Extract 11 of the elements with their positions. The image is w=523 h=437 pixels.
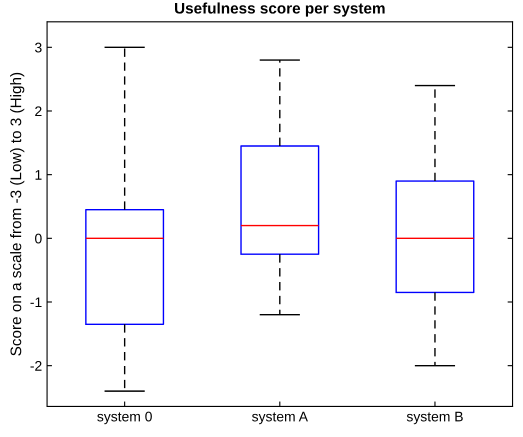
y-axis-title: Score on a scale from -3 (Low) to 3 (High) <box>10 72 24 356</box>
x-tick-label: system A <box>252 412 308 424</box>
y-tick-label: -2 <box>30 360 42 371</box>
chart-title: Usefulness score per system <box>175 2 385 17</box>
x-tick-label: system B <box>406 412 463 424</box>
y-tick-label: -1 <box>30 297 42 308</box>
y-tick-label: 1 <box>36 170 42 180</box>
y-tick-label: 3 <box>35 42 42 52</box>
y-tick-label: 2 <box>35 106 42 116</box>
y-tick-label: 0 <box>35 234 42 244</box>
x-tick-label: system 0 <box>97 412 152 424</box>
